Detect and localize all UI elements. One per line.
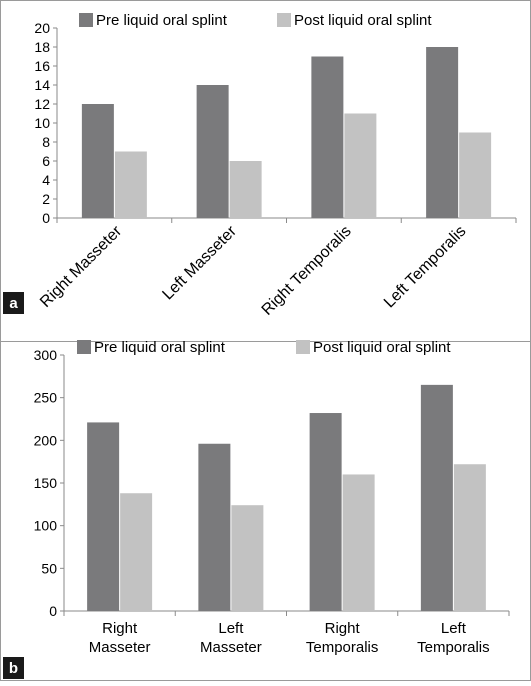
y-tick-label: 8 [42, 134, 50, 150]
y-tick-label: 10 [34, 115, 50, 131]
panel-label-b: b [9, 660, 18, 677]
y-ticks-b: 0 50 100 150 200 250 300 [34, 347, 64, 619]
panel-label-a: a [9, 295, 18, 312]
bar-pre-2 [196, 85, 229, 218]
legend-label-pre: Pre liquid oral splint [96, 12, 228, 29]
y-tick-label: 300 [34, 347, 58, 363]
bar-post-4 [459, 132, 492, 218]
legend-swatch-post [277, 13, 291, 27]
bar-pre-2 [198, 443, 231, 611]
legend-swatch-post [296, 340, 310, 354]
panel-label-a-bg [3, 292, 24, 314]
y-tick-label: 20 [34, 20, 50, 36]
bar-pre-1 [87, 422, 120, 611]
legend-b: Pre liquid oral splint Post liquid oral … [77, 339, 451, 356]
bars-b [87, 384, 486, 611]
y-tick-label: 6 [42, 153, 50, 169]
y-tick-label: 50 [41, 560, 57, 576]
y-ticks-a: 0 2 4 6 8 10 12 14 16 18 20 [34, 20, 57, 226]
bar-post-2 [229, 161, 262, 218]
y-tick-label: 18 [34, 39, 50, 55]
y-tick-label: 200 [34, 432, 58, 448]
x-tick-label: Left [218, 620, 244, 637]
bar-pre-3 [311, 56, 344, 218]
y-tick-label: 16 [34, 58, 50, 74]
bar-pre-4 [426, 47, 459, 218]
legend-swatch-pre [79, 13, 93, 27]
y-tick-label: 0 [42, 210, 50, 226]
x-tick-label: Masseter [200, 639, 262, 656]
legend-label-post: Post liquid oral splint [294, 12, 432, 29]
legend-label-pre: Pre liquid oral splint [94, 339, 226, 356]
legend-swatch-pre [77, 340, 91, 354]
legend-a: Pre liquid oral splint Post liquid oral … [79, 12, 432, 29]
y-tick-label: 2 [42, 191, 50, 207]
y-tick-label: 4 [42, 172, 50, 188]
panel-label-b-bg [3, 657, 24, 679]
bar-post-4 [453, 464, 486, 611]
chart-panel-b: 0 50 100 150 200 250 300 Right Masseter Left Mass… [3, 339, 510, 679]
y-tick-label: 100 [34, 518, 58, 534]
legend-label-post: Post liquid oral splint [313, 339, 451, 356]
bar-post-1 [114, 151, 147, 218]
y-tick-label: 250 [34, 390, 58, 406]
x-tick-label: Right [102, 620, 138, 637]
bar-post-1 [120, 493, 153, 611]
y-tick-label: 0 [49, 603, 57, 619]
bar-pre-1 [81, 104, 114, 218]
bars-a [81, 47, 492, 218]
x-tick-label: Left [441, 620, 467, 637]
y-tick-label: 12 [34, 96, 50, 112]
x-tick-label: Right [325, 620, 361, 637]
bar-post-3 [344, 113, 377, 218]
y-tick-label: 14 [34, 77, 50, 93]
x-tick-label: Temporalis [306, 639, 379, 656]
bar-post-2 [231, 505, 264, 611]
x-tick-label: Masseter [89, 639, 151, 656]
bar-pre-4 [420, 384, 453, 611]
y-tick-label: 150 [34, 475, 58, 491]
x-ticks-b: Right Masseter Left Masseter Right Temporalis… [63, 611, 510, 656]
x-tick-label: Temporalis [417, 639, 490, 656]
bar-pre-3 [309, 413, 342, 611]
bar-post-3 [342, 474, 375, 611]
